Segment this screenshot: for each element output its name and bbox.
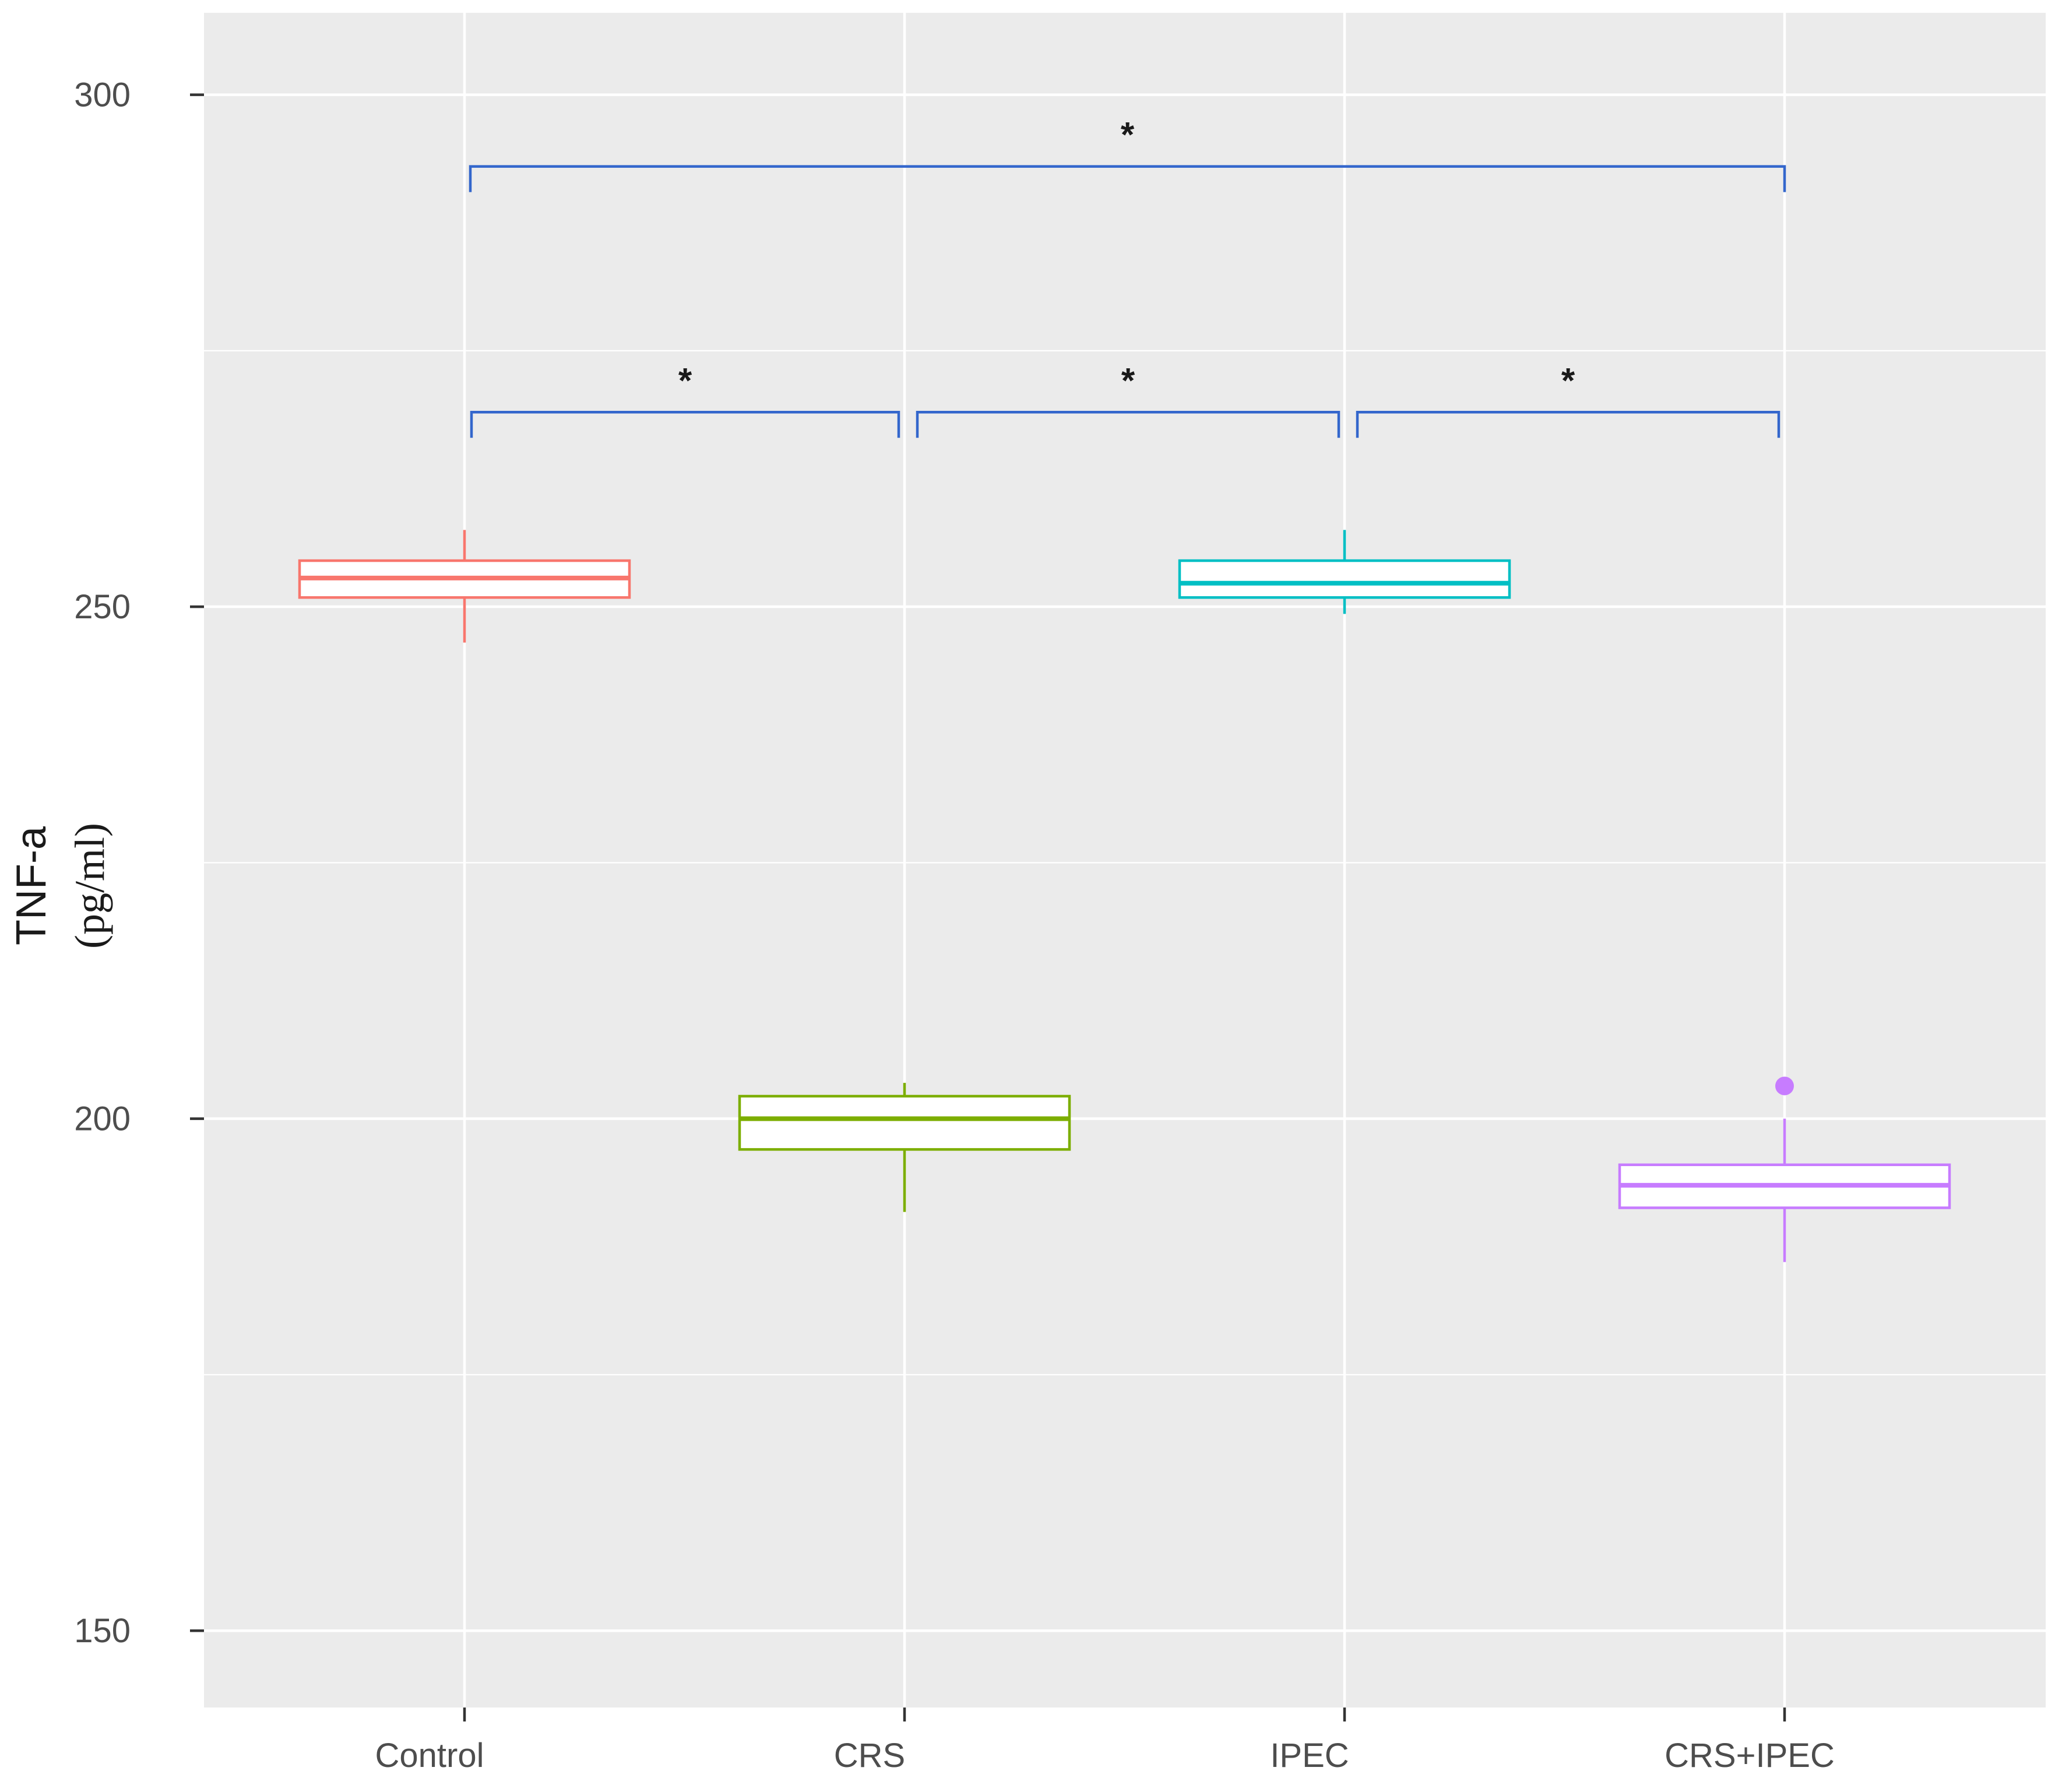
- grid-lines: [204, 13, 2046, 1707]
- y-tick-label: 200: [74, 1100, 131, 1138]
- box-series: [298, 530, 1951, 1262]
- y-axis-title: TNF-a (pg/ml): [8, 823, 113, 949]
- y-tick-label: 150: [74, 1612, 131, 1650]
- box-iqr: [738, 1094, 1071, 1151]
- box-crs-ipec: [1618, 1076, 1951, 1262]
- bracket-line: [470, 411, 900, 438]
- bracket-line: [469, 165, 1786, 192]
- bracket-line: [916, 411, 1340, 438]
- comparison-bracket: *: [470, 361, 900, 438]
- y-axis-unit-label: (pg/ml): [66, 823, 113, 949]
- significance-brackets: * * * *: [469, 115, 1786, 438]
- x-tick-label: CRS+IPEC: [1665, 1737, 1835, 1775]
- comparison-bracket: *: [1356, 361, 1780, 438]
- significance-label: *: [1121, 361, 1135, 400]
- y-tick-label: 250: [74, 588, 131, 626]
- significance-label: *: [1561, 361, 1575, 400]
- bracket-line: [1356, 411, 1780, 438]
- y-axis-label: TNF-a: [8, 826, 55, 945]
- axis-ticks: [190, 93, 1786, 1721]
- significance-label: *: [1121, 115, 1135, 154]
- y-axis-tick-labels: 150 200 250 300: [74, 76, 131, 1650]
- comparison-bracket: *: [469, 115, 1786, 192]
- x-tick-label: CRS: [834, 1737, 905, 1775]
- y-tick-label: 300: [74, 76, 131, 114]
- outlier-point: [1775, 1076, 1794, 1096]
- x-axis-tick-labels: Control CRS IPEC CRS+IPEC: [375, 1737, 1835, 1775]
- comparison-bracket: *: [916, 361, 1340, 438]
- box-crs: [738, 1083, 1071, 1212]
- x-tick-label: IPEC: [1270, 1737, 1349, 1775]
- box-control: [298, 530, 631, 643]
- box-ipec: [1178, 530, 1511, 614]
- box-iqr: [1178, 559, 1511, 599]
- x-tick-label: Control: [375, 1737, 484, 1775]
- panel-background: [204, 13, 2046, 1707]
- significance-label: *: [678, 361, 692, 400]
